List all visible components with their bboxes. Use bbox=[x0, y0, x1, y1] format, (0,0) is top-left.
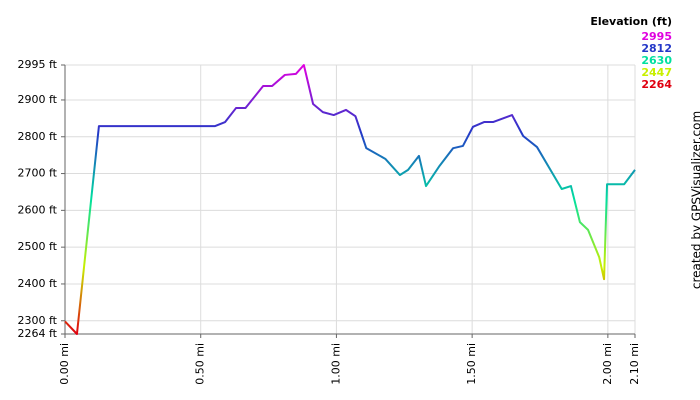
y-tick-label: 2800 ft bbox=[18, 130, 58, 143]
legend-value: 2264 bbox=[641, 78, 672, 91]
y-tick-label: 2300 ft bbox=[18, 314, 58, 327]
legend-value: 2447 bbox=[641, 66, 672, 79]
elevation-line bbox=[64, 64, 636, 335]
x-tick-label: 2.10 mi bbox=[628, 343, 641, 385]
x-tick-label: 0.50 mi bbox=[194, 343, 207, 385]
legend-value: 2995 bbox=[641, 30, 672, 43]
y-tick-label: 2700 ft bbox=[18, 167, 58, 180]
x-tick-label: 1.50 mi bbox=[465, 343, 478, 385]
x-tick-label: 1.00 mi bbox=[329, 343, 342, 385]
y-tick-label: 2900 ft bbox=[18, 93, 58, 106]
side-note: created by GPSVisualizer.com bbox=[690, 111, 700, 289]
y-tick-label: 2600 ft bbox=[18, 203, 58, 216]
x-tick-label: 2.00 mi bbox=[601, 343, 614, 385]
y-tick-label: 2400 ft bbox=[18, 277, 58, 290]
y-tick-label: 2500 ft bbox=[18, 240, 58, 253]
y-tick-label: 2264 ft bbox=[18, 327, 58, 340]
legend-value: 2812 bbox=[641, 42, 672, 55]
legend-title: Elevation (ft) bbox=[590, 15, 672, 28]
legend-value: 2630 bbox=[641, 54, 672, 67]
y-tick-label: 2995 ft bbox=[18, 58, 58, 71]
x-tick-label: 0.00 mi bbox=[58, 343, 71, 385]
